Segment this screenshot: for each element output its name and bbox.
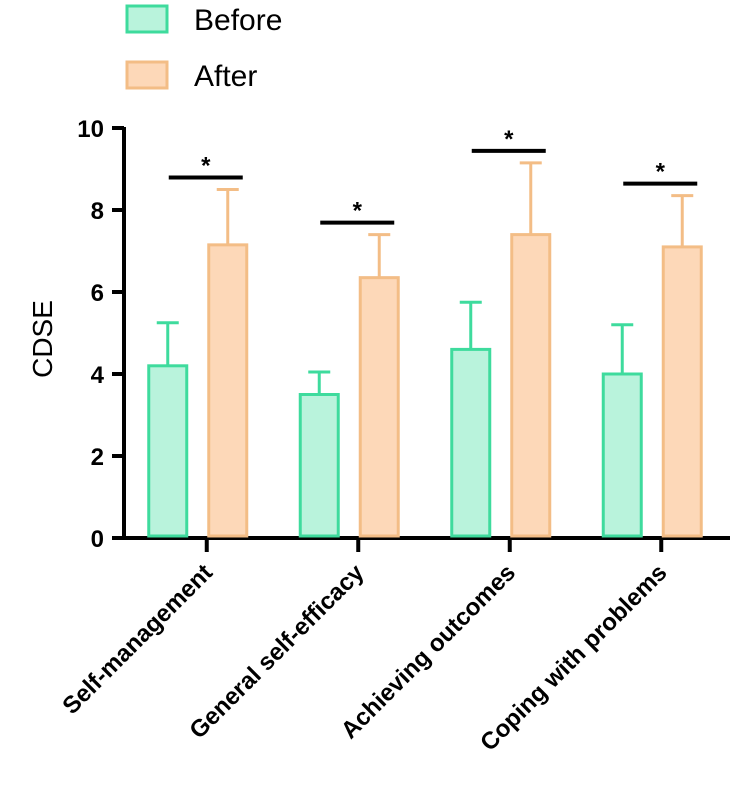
legend-swatch-before (125, 4, 169, 34)
y-axis-title: CDSE (27, 300, 58, 378)
legend-label-before: Before (194, 4, 282, 37)
y-tick-label: 0 (91, 526, 104, 553)
bar-before-general-self-efficacy (298, 393, 340, 538)
legend-swatch-after (125, 60, 169, 90)
bar-before-coping-with-problems (601, 372, 643, 538)
significance-marker-achieving-outcomes: * (504, 126, 514, 153)
bar-before-self-management (147, 364, 189, 538)
y-tick-label: 10 (77, 116, 104, 143)
bar-after-general-self-efficacy (358, 276, 400, 538)
y-tick-label: 2 (91, 444, 104, 471)
y-tick-label: 8 (91, 198, 104, 225)
bar-before-achieving-outcomes (450, 347, 492, 538)
x-category-label-achieving-outcomes: Achieving outcomes (336, 559, 521, 744)
bar-after-self-management (207, 243, 249, 538)
bar-after-achieving-outcomes (510, 233, 552, 538)
x-category-label-general-self-efficacy: General self-efficacy (184, 559, 370, 745)
significance-marker-self-management: * (201, 153, 211, 180)
significance-marker-general-self-efficacy: * (353, 198, 363, 225)
y-tick-label: 6 (91, 280, 104, 307)
y-tick-label: 4 (91, 362, 105, 389)
x-category-label-self-management: Self-management (57, 559, 218, 720)
legend-label-after: After (194, 60, 257, 93)
bar-after-coping-with-problems (661, 245, 703, 538)
significance-marker-coping-with-problems: * (656, 159, 666, 186)
